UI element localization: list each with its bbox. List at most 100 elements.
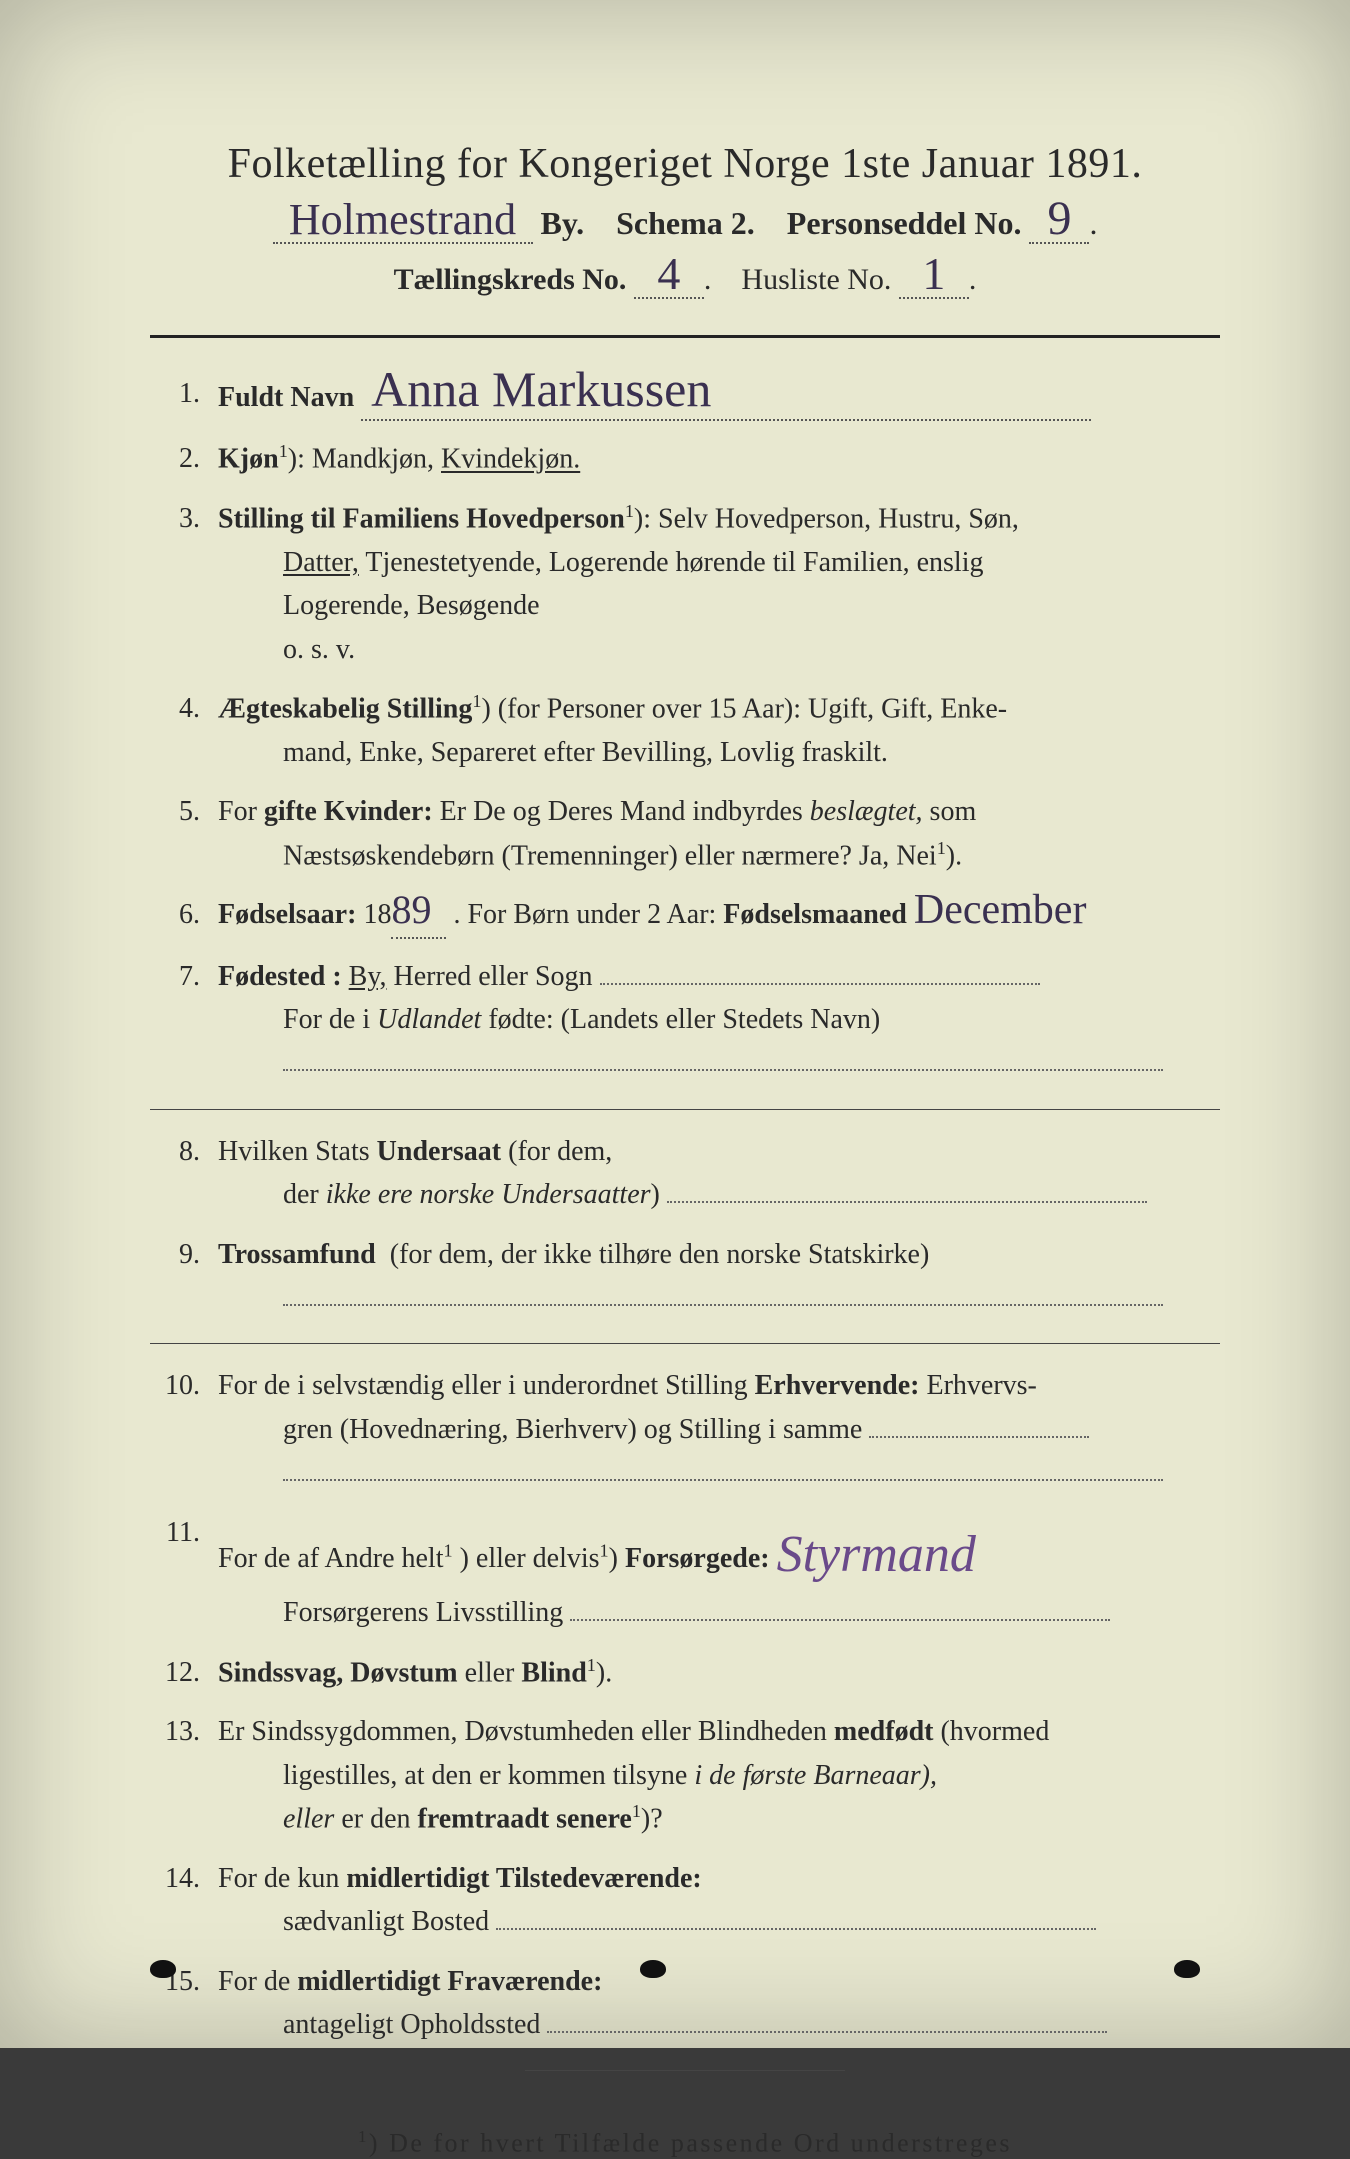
footnote: 1) De for hvert Tilfælde passende Ord un… — [150, 2127, 1220, 2159]
form-header: Folketælling for Kongeriget Norge 1ste J… — [150, 140, 1220, 299]
q11-hand: Styrmand — [777, 1526, 976, 1583]
divider-top — [150, 335, 1220, 338]
q13: Er Sindssygdommen, Døvstumheden eller Bl… — [150, 1710, 1220, 1841]
q11-line2: Forsørgerens Livsstilling — [283, 1597, 563, 1628]
q2-opt-a: Mandkjøn, — [312, 444, 434, 475]
q3-line2b: Tjenestetyende, Logerende hørende til Fa… — [365, 547, 983, 578]
q3-tail: Selv Hovedperson, Hustru, Søn, — [658, 503, 1019, 534]
q7-line2b: fødte: (Landets eller Stedets Navn) — [488, 1004, 880, 1035]
q3: Stilling til Familiens Hovedperson1): Se… — [150, 497, 1220, 671]
q14-label: midlertidigt Tilstedeværende: — [346, 1863, 701, 1894]
divider-footnote — [525, 2070, 845, 2071]
q13-lead: Er Sindssygdommen, Døvstumheden eller Bl… — [218, 1716, 827, 1747]
q10: For de i selvstændig eller i underordnet… — [150, 1364, 1220, 1494]
by-label: By. — [541, 205, 585, 241]
q7: Fødested : By, Herred eller Sogn For de … — [150, 955, 1220, 1085]
q13-line3-italic: eller — [283, 1803, 334, 1834]
q12-mid: eller — [465, 1657, 515, 1688]
q5-lead: For — [218, 796, 257, 827]
q12-b: Blind — [521, 1657, 586, 1688]
q13-line3-bold: fremtraadt senere — [418, 1803, 632, 1834]
q3-line2a: Datter, — [283, 547, 359, 578]
divider-mid-2 — [150, 1343, 1220, 1344]
q9-label: Trossamfund — [218, 1239, 376, 1270]
q3-line3: Logerende, Besøgende — [283, 590, 540, 621]
personseddel-label: Personseddel No. — [787, 205, 1022, 241]
q6-year: 89 — [391, 896, 431, 924]
q8-line2a: der — [283, 1179, 319, 1210]
q2-label: Kjøn — [218, 444, 279, 475]
punch-hole-left — [150, 1960, 176, 1978]
q7-line2a: For de i — [283, 1004, 370, 1035]
q7-opts2: Herred eller Sogn — [394, 961, 593, 992]
punch-hole-right — [1174, 1960, 1200, 1978]
question-list-3: For de i selvstændig eller i underordnet… — [150, 1364, 1220, 2046]
q6-year-prefix: 18 — [363, 899, 391, 930]
q13-line3b: )? — [641, 1803, 663, 1834]
q6-label2: Fødselsmaaned — [723, 899, 907, 930]
q9: Trossamfund (for dem, der ikke tilhøre d… — [150, 1233, 1220, 1320]
q4-tail: (for Personer over 15 Aar): Ugift, Gift,… — [498, 693, 1007, 724]
q2-opt-b: Kvindekjøn. — [441, 444, 580, 475]
q12-a: Sindssvag, Døvstum — [218, 1657, 458, 1688]
q11: For de af Andre helt1 ) eller delvis1) F… — [150, 1511, 1220, 1635]
q15: For de midlertidigt Fraværende: antageli… — [150, 1960, 1220, 2047]
q11-mid: ) eller delvis — [460, 1543, 600, 1574]
question-list: Fuldt Navn Anna Markussen Kjøn1): Mandkj… — [150, 372, 1220, 1085]
divider-mid-1 — [150, 1109, 1220, 1110]
form-title: Folketælling for Kongeriget Norge 1ste J… — [150, 140, 1220, 188]
q7-label: Fødested : — [218, 961, 342, 992]
personseddel-no: 9 — [1047, 202, 1071, 236]
header-line-2: Holmestrand By. Schema 2. Personseddel N… — [150, 202, 1220, 244]
q2: Kjøn1): Mandkjøn, Kvindekjøn. — [150, 437, 1220, 481]
q8-label: Undersaat — [377, 1136, 501, 1167]
q8-tail: (for dem, — [508, 1136, 612, 1167]
q6: Fødselsaar: 1889 . For Børn under 2 Aar:… — [150, 893, 1220, 938]
q6-label: Fødselsaar: — [218, 899, 356, 930]
q8-line2-italic: ikke ere norske Undersaatter — [326, 1179, 651, 1210]
q7-opts: By, — [349, 961, 387, 992]
q15-line2: antageligt Opholdssted — [283, 2009, 540, 2040]
question-list-2: Hvilken Stats Undersaat (for dem, der ik… — [150, 1130, 1220, 1320]
q5-tail: Er De og Deres Mand indbyrdes — [440, 796, 803, 827]
footnote-text: ) De for hvert Tilfælde passende Ord und… — [369, 2129, 1012, 2158]
q1-value: Anna Markussen — [371, 372, 711, 407]
document-page: Folketælling for Kongeriget Norge 1ste J… — [0, 0, 1350, 2048]
q6-month: December — [914, 896, 1087, 925]
q5-tail-italic: beslægtet, — [810, 796, 923, 827]
q4-line2: mand, Enke, Separeret efter Bevilling, L… — [283, 737, 888, 768]
q1-label: Fuldt Navn — [218, 382, 354, 413]
q14-line2: sædvanligt Bosted — [283, 1906, 489, 1937]
husliste-no: 1 — [922, 258, 945, 290]
taellingskreds-label: Tællingskreds No. — [394, 263, 627, 296]
q13-line3a: er den — [341, 1803, 410, 1834]
q8: Hvilken Stats Undersaat (for dem, der ik… — [150, 1130, 1220, 1217]
q5-label: gifte Kvinder: — [264, 796, 433, 827]
city-handwritten: Holmestrand — [289, 205, 516, 236]
q14-lead: For de kun — [218, 1863, 339, 1894]
q10-tail: Erhvervs- — [926, 1370, 1036, 1401]
q13-line2a: ligestilles, at den er kommen tilsyne — [283, 1760, 687, 1791]
q10-label: Erhvervende: — [755, 1370, 920, 1401]
q1: Fuldt Navn Anna Markussen — [150, 372, 1220, 421]
punch-hole-center — [640, 1960, 666, 1978]
q14: For de kun midlertidigt Tilstedeværende:… — [150, 1857, 1220, 1944]
q3-label: Stilling til Familiens Hovedperson — [218, 503, 625, 534]
q13-line2-italic: i de første Barneaar), — [694, 1760, 937, 1791]
q15-label: midlertidigt Fraværende: — [297, 1966, 602, 1997]
husliste-label: Husliste No. — [741, 263, 891, 296]
q5-tail2: som — [930, 796, 977, 827]
q4: Ægteskabelig Stilling1) (for Personer ov… — [150, 687, 1220, 774]
q13-tail1: (hvormed — [940, 1716, 1049, 1747]
q10-lead: For de i selvstændig eller i underordnet… — [218, 1370, 748, 1401]
q10-line2: gren (Hovednæring, Bierhverv) og Stillin… — [283, 1414, 862, 1445]
q3-line4: o. s. v. — [283, 634, 355, 665]
q8-lead: Hvilken Stats — [218, 1136, 370, 1167]
q7-line2-italic: Udlandet — [377, 1004, 481, 1035]
q12: Sindssvag, Døvstum eller Blind1). — [150, 1651, 1220, 1695]
q15-lead: For de — [218, 1966, 290, 1997]
q6-mid: . For Børn under 2 Aar: — [453, 899, 716, 930]
header-line-3: Tællingskreds No. 4 . Husliste No. 1 . — [150, 258, 1220, 299]
q9-tail: (for dem, der ikke tilhøre den norske St… — [390, 1239, 930, 1270]
q5: For gifte Kvinder: Er De og Deres Mand i… — [150, 790, 1220, 877]
